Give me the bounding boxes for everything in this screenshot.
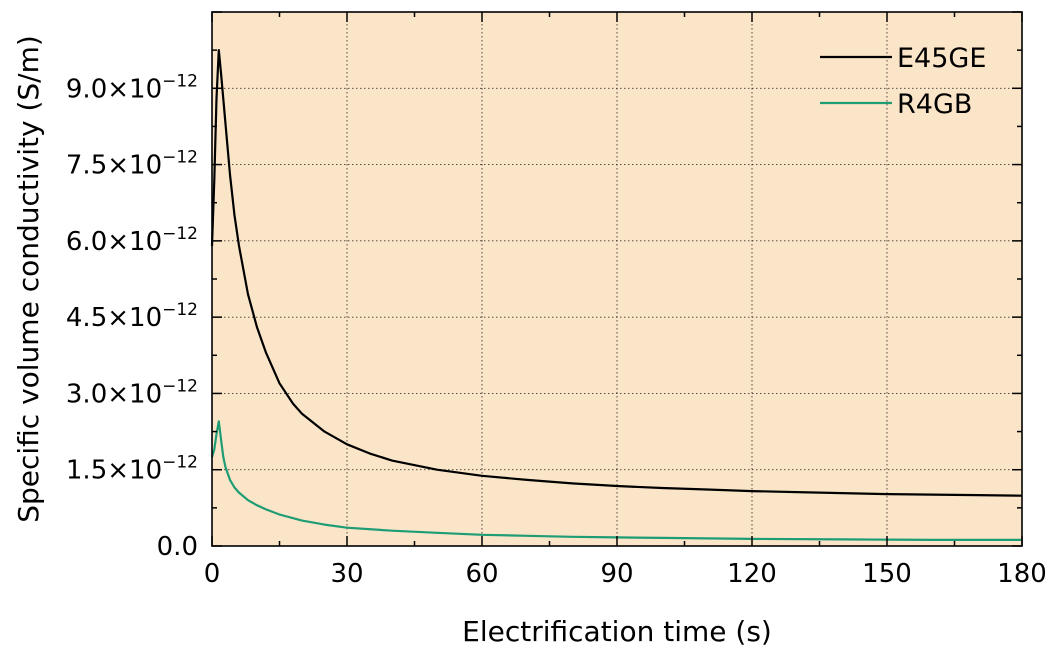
x-axis-title: Electrification time (s) <box>462 615 772 648</box>
series-line-e45ge <box>210 49 1023 497</box>
y-tick-label: 4.5×10−12 <box>66 300 198 333</box>
x-tick-label: 60 <box>465 559 498 589</box>
y-tick-label: 6.0×10−12 <box>66 224 198 257</box>
x-tick-label: 0 <box>204 559 221 589</box>
y-axis-title: Specific volume conductivity (S/m) <box>12 35 45 523</box>
legend-label: E45GE <box>897 43 986 74</box>
y-tick-labels: 0.0 1.5×10−12 3.0×10−12 4.5×10−12 6.0×10−12 7… <box>66 71 198 562</box>
series-line-r4gb <box>210 420 1022 541</box>
y-tick-label: 3.0×10−12 <box>66 376 198 409</box>
x-tick-label: 180 <box>997 559 1047 589</box>
x-tick-label: 30 <box>330 559 363 589</box>
series-lines <box>210 49 1023 541</box>
y-tick-label: 0.0 <box>157 532 198 562</box>
legend: E45GE R4GB <box>820 43 986 120</box>
x-tick-label: 90 <box>600 559 633 589</box>
y-tick-label: 7.5×10−12 <box>66 148 198 181</box>
y-tick-label: 9.0×10−12 <box>66 71 198 104</box>
y-tick-label: 1.5×10−12 <box>66 453 198 486</box>
axis-ticks <box>211 11 1023 547</box>
legend-label: R4GB <box>897 89 972 120</box>
x-tick-labels: 0 30 60 90 120 150 180 <box>204 559 1047 589</box>
x-tick-label: 150 <box>862 559 912 589</box>
grid <box>212 12 1022 546</box>
x-tick-label: 120 <box>727 559 777 589</box>
